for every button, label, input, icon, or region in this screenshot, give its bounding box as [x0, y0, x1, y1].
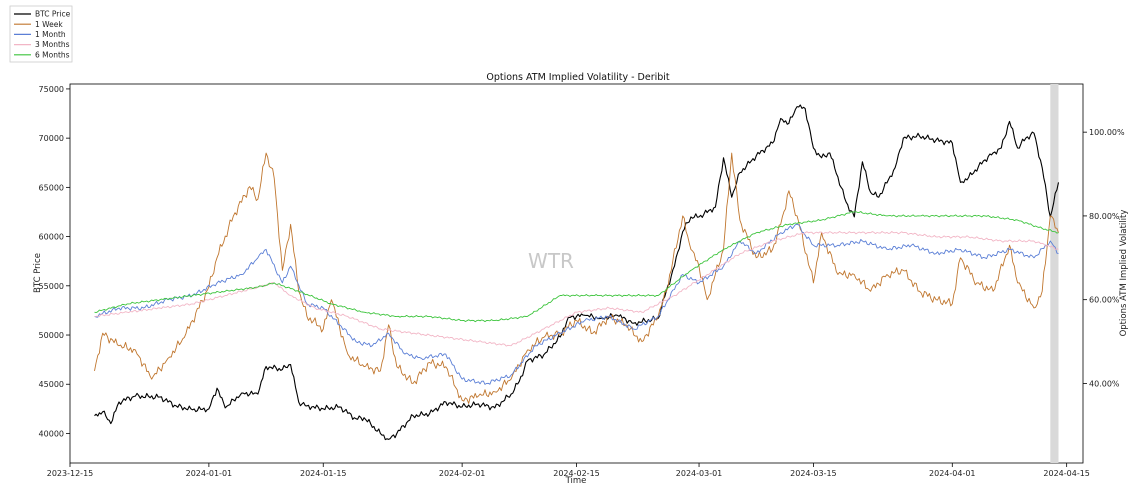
- series-line-6-months: [94, 211, 1059, 323]
- x-tick-label: 2024-02-15: [553, 469, 600, 478]
- x-tick-label: 2024-01-01: [186, 469, 233, 478]
- legend-label: 3 Months: [35, 40, 70, 49]
- x-tick-label: 2024-02-01: [439, 469, 486, 478]
- y-left-tick-label: 75000: [39, 85, 64, 94]
- y-left-tick-label: 40000: [39, 429, 64, 438]
- y-right-tick-label: 60.00%: [1089, 296, 1120, 305]
- legend-label: 1 Month: [35, 30, 66, 39]
- shaded-region: [1050, 84, 1059, 463]
- y-left-tick-label: 55000: [39, 282, 64, 291]
- series-line-1-week: [94, 152, 1059, 404]
- series-line-1-month: [94, 223, 1059, 385]
- series-line-3-months: [94, 231, 1059, 347]
- x-tick-label: 2024-03-15: [790, 469, 837, 478]
- x-tick-label: 2024-04-15: [1043, 469, 1090, 478]
- y-right-tick-label: 100.00%: [1089, 128, 1125, 137]
- legend-label: 1 Week: [35, 20, 63, 29]
- y-left-tick-label: 65000: [39, 183, 64, 192]
- x-tick-label: 2024-04-01: [929, 469, 976, 478]
- chart-title: Options ATM Implied Volatility - Deribit: [486, 72, 670, 83]
- watermark: WTR: [528, 249, 574, 273]
- x-tick-label: 2024-01-15: [300, 469, 347, 478]
- shaded-region-layer: [1050, 84, 1059, 463]
- y-left-tick-label: 60000: [39, 233, 64, 242]
- y-axis-right-label: Options ATM Implied Volatility: [1119, 210, 1129, 337]
- x-axis-label: Time: [565, 476, 587, 486]
- y-left-tick-label: 70000: [39, 134, 64, 143]
- x-tick-label: 2023-12-15: [47, 469, 94, 478]
- legend-label: BTC Price: [35, 10, 71, 19]
- y-left-tick-label: 45000: [39, 380, 64, 389]
- series-layer: [94, 104, 1060, 441]
- axes-layer: 2023-12-15 2024-01-01 2024-01-15 2024-02-01…: [39, 85, 1125, 478]
- y-left-tick-label: 50000: [39, 331, 64, 340]
- x-tick-label: 2024-03-01: [676, 469, 723, 478]
- y-right-tick-label: 80.00%: [1089, 212, 1120, 221]
- plot-area: [69, 83, 1084, 464]
- y-axis-left-label: BTC Price: [33, 253, 43, 293]
- series-line-btc-price: [94, 104, 1060, 441]
- y-right-tick-label: 40.00%: [1089, 379, 1120, 388]
- legend-label: 6 Months: [35, 50, 70, 59]
